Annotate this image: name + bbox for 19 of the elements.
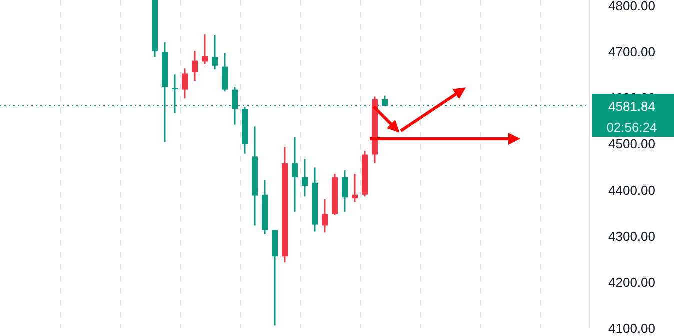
y-tick-label: 4800.00 xyxy=(608,0,656,14)
y-tick-label: 4500.00 xyxy=(608,136,656,152)
candlestick xyxy=(352,173,358,203)
text: 02:56:24 xyxy=(606,120,658,136)
candlestick xyxy=(222,52,228,92)
candlestick xyxy=(292,136,298,213)
candlestick xyxy=(342,170,348,213)
y-tick-label: 4200.00 xyxy=(608,274,656,290)
y-tick-label: 4100.00 xyxy=(608,321,656,336)
candlestick xyxy=(182,68,188,100)
candlestick xyxy=(192,50,198,82)
y-tick-label: 4300.00 xyxy=(608,228,656,244)
candlestick xyxy=(212,34,218,70)
candlestick xyxy=(322,198,328,234)
candlestick xyxy=(302,158,308,198)
y-tick-label: 4700.00 xyxy=(608,44,656,60)
y-tick-label: 4400.00 xyxy=(608,182,656,198)
candlestick xyxy=(202,34,208,66)
ref-line-label: 4581.84 xyxy=(608,99,656,114)
